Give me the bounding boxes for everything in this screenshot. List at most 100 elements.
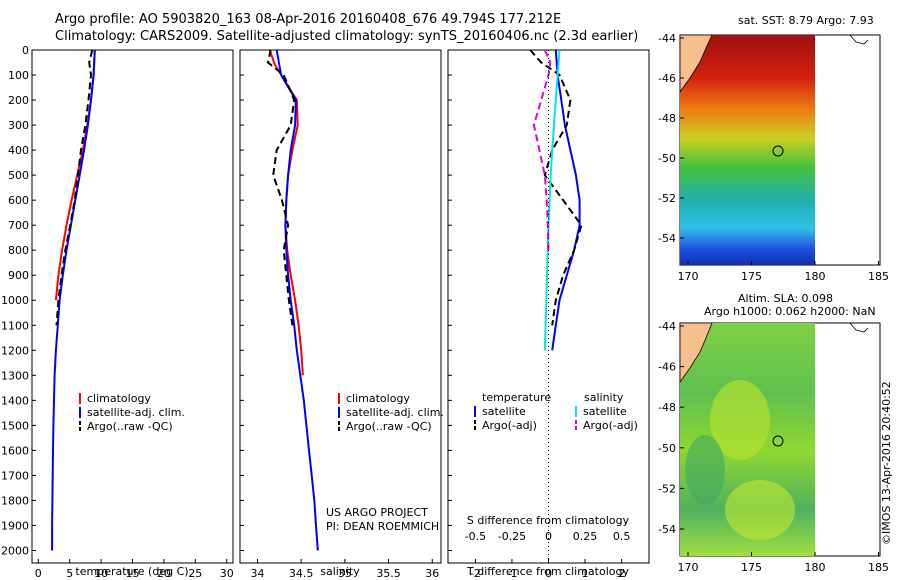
sst-map (679, 34, 881, 266)
salinity-panel-frame (239, 49, 442, 564)
map-lon-label: 180 (805, 270, 826, 283)
temperature-xlabel: temperature (deg C) (75, 565, 188, 578)
x-tick-label: 0 (35, 567, 42, 580)
legend-label: climatology (87, 392, 151, 405)
legend-label: Argo(..raw -QC) (346, 420, 432, 433)
sla-blob (710, 380, 770, 460)
series-line-argo-raw-qc- (266, 49, 296, 326)
map-lat-label: -50 (658, 442, 676, 455)
x-tick-label: 10 (94, 567, 108, 580)
legend-label: Argo(-adj) (583, 419, 638, 432)
map-lon-label: 170 (678, 270, 699, 283)
legend-label: climatology (346, 392, 410, 405)
series-line-argo-raw-qc- (55, 49, 94, 326)
x-tick-label: 30 (220, 567, 234, 580)
sla-blob (725, 480, 795, 540)
x-tick-label: 35.5 (376, 567, 401, 580)
figure-title-line2: Climatology: CARS2009. Satellite-adjuste… (55, 29, 639, 44)
difference-top-xlabel: S difference from climatology (467, 514, 630, 527)
legend-label: satellite-adj. clim. (346, 406, 444, 419)
sla-map-title-line1: Altim. SLA: 0.098 (738, 292, 834, 305)
y-tick-label: 1400 (1, 394, 29, 407)
x-tick-label: 2 (618, 567, 625, 580)
y-tick-label: 1600 (1, 444, 29, 457)
temperature-chart: 0 5 10 15 20 25 300100200300400500600700800900… (1, 44, 234, 580)
top-x-tick-label: 0.25 (573, 530, 598, 543)
y-tick-label: 0 (22, 44, 29, 57)
x-tick-label: 1 (582, 567, 589, 580)
top-x-tick-label: 0 (545, 530, 552, 543)
y-tick-label: 600 (8, 194, 29, 207)
x-tick-label: -1 (506, 567, 517, 580)
y-tick-label: 1000 (1, 294, 29, 307)
y-tick-label: 1300 (1, 369, 29, 382)
credit-text: ©IMOS 13-Apr-2016 20:40:52 (880, 381, 893, 545)
sla-land (679, 322, 713, 384)
sla-map (679, 322, 881, 557)
y-tick-label: 1100 (1, 319, 29, 332)
series-line-argo-adj- (532, 49, 552, 251)
map-lon-label: 175 (741, 561, 762, 574)
top-x-tick-label: 0.5 (613, 530, 631, 543)
map-lat-label: -48 (658, 112, 676, 125)
sst-land (679, 34, 713, 94)
x-tick-label: 5 (66, 567, 73, 580)
x-tick-label: 20 (157, 567, 171, 580)
y-tick-label: 1900 (1, 519, 29, 532)
map-lat-label: -52 (658, 192, 676, 205)
y-tick-label: 1200 (1, 344, 29, 357)
map-lon-label: 170 (678, 561, 699, 574)
map-lon-label: 185 (868, 270, 889, 283)
x-tick-label: -2 (470, 567, 481, 580)
sst-field (680, 35, 815, 265)
y-tick-label: 1500 (1, 419, 29, 432)
salinity-xlabel: salinity (320, 565, 360, 578)
sla-nz-coast (849, 322, 869, 333)
salinity-chart: 34 34.5 35 35.5 36 climatologysatellite-adj. … (240, 49, 444, 580)
sst-map-title: sat. SST: 8.79 Argo: 7.93 (738, 14, 874, 27)
x-tick-label: 34.5 (289, 567, 314, 580)
y-tick-label: 100 (8, 69, 29, 82)
top-x-tick-label: -0.25 (498, 530, 526, 543)
y-tick-label: 500 (8, 169, 29, 182)
salinity-annotation-line2: PI: DEAN ROEMMICH (326, 520, 439, 533)
map-lon-label: 180 (805, 561, 826, 574)
map-lat-label: -52 (658, 482, 676, 495)
y-tick-label: 800 (8, 244, 29, 257)
map-lat-label: -44 (658, 32, 676, 45)
series-line-satellite-adj-clim- (51, 49, 96, 551)
series-line-argo-adj- (529, 49, 583, 326)
x-tick-label: 36 (425, 567, 439, 580)
map-lat-label: -54 (658, 232, 676, 245)
legend-label: satellite (583, 405, 627, 418)
y-tick-label: 700 (8, 219, 29, 232)
map-lat-label: -46 (658, 361, 676, 374)
y-tick-label: 200 (8, 94, 29, 107)
map-lat-label: -54 (658, 523, 676, 536)
legend-label: Argo(..raw -QC) (87, 420, 173, 433)
x-tick-label: 0 (545, 567, 552, 580)
map-axes: 170 175 180 185 -44 -46 -48 -50 -52 -54 170 175 180 1… (658, 32, 889, 574)
map-lon-label: 175 (741, 270, 762, 283)
series-line-satellite-adj-clim- (275, 49, 319, 551)
sst-nz-coast (849, 34, 869, 45)
sla-blob (685, 435, 725, 505)
top-x-tick-label: -0.5 (465, 530, 486, 543)
sla-argo-position (772, 435, 784, 447)
y-tick-label: 900 (8, 269, 29, 282)
series-line-satellite (551, 49, 581, 351)
y-tick-label: 300 (8, 119, 29, 132)
x-tick-label: 15 (126, 567, 140, 580)
x-tick-label: 34 (250, 567, 264, 580)
map-lat-label: -48 (658, 401, 676, 414)
sst-argo-position (772, 145, 784, 157)
difference-xlabel: T difference from climatology (466, 565, 629, 578)
x-tick-label: 25 (188, 567, 202, 580)
map-lat-label: -50 (658, 152, 676, 165)
legend-label: satellite-adj. clim. (87, 406, 185, 419)
y-tick-label: 400 (8, 144, 29, 157)
difference-legend-title-temperature: temperature (482, 391, 551, 404)
y-tick-label: 1800 (1, 494, 29, 507)
figure-title-line1: Argo profile: AO 5903820_163 08-Apr-2016… (55, 12, 562, 27)
